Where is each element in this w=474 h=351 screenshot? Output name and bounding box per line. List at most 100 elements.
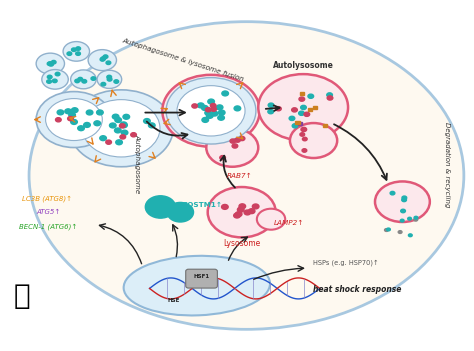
Circle shape	[123, 114, 129, 119]
Circle shape	[198, 103, 204, 108]
Circle shape	[72, 108, 78, 113]
Circle shape	[207, 113, 213, 118]
Circle shape	[55, 72, 60, 76]
Circle shape	[211, 107, 217, 111]
Circle shape	[120, 135, 126, 139]
Circle shape	[101, 57, 106, 60]
Circle shape	[115, 128, 121, 133]
Circle shape	[57, 110, 64, 115]
Circle shape	[97, 110, 103, 115]
Circle shape	[218, 115, 224, 120]
Circle shape	[221, 205, 228, 209]
Circle shape	[257, 209, 285, 230]
Text: Lysosome: Lysosome	[223, 239, 260, 248]
Circle shape	[100, 58, 105, 61]
Circle shape	[230, 139, 236, 143]
Bar	[323, 124, 328, 127]
Circle shape	[201, 106, 208, 111]
Circle shape	[72, 48, 76, 52]
Circle shape	[268, 110, 273, 114]
Ellipse shape	[124, 256, 270, 316]
Circle shape	[398, 231, 402, 233]
Circle shape	[401, 209, 405, 213]
Circle shape	[375, 181, 430, 222]
Circle shape	[36, 92, 112, 147]
Circle shape	[235, 138, 240, 142]
Circle shape	[206, 128, 258, 167]
Ellipse shape	[29, 22, 464, 329]
Circle shape	[216, 105, 223, 110]
Circle shape	[109, 123, 116, 128]
Text: ATG5↑: ATG5↑	[36, 209, 60, 215]
Circle shape	[69, 90, 173, 167]
Circle shape	[107, 75, 111, 79]
Circle shape	[409, 234, 412, 237]
Circle shape	[131, 133, 137, 137]
Circle shape	[205, 108, 211, 112]
Circle shape	[116, 140, 122, 145]
Circle shape	[300, 133, 305, 136]
Circle shape	[414, 216, 418, 219]
Circle shape	[202, 118, 209, 122]
Circle shape	[42, 69, 68, 89]
Text: Autophagosome & lysosome fusion: Autophagosome & lysosome fusion	[121, 38, 244, 83]
Circle shape	[65, 109, 72, 114]
Text: LC3B (ATG8)↑: LC3B (ATG8)↑	[22, 195, 72, 201]
Circle shape	[114, 80, 118, 83]
Circle shape	[88, 49, 117, 71]
Circle shape	[275, 107, 281, 111]
Circle shape	[220, 155, 226, 160]
Circle shape	[78, 77, 82, 81]
Bar	[295, 120, 300, 124]
Circle shape	[205, 111, 211, 115]
Circle shape	[289, 116, 295, 120]
Text: SQSTM1↑: SQSTM1↑	[182, 202, 223, 208]
Circle shape	[36, 53, 64, 74]
Text: BECN-1 (ATG6)↑: BECN-1 (ATG6)↑	[18, 223, 77, 230]
Circle shape	[299, 111, 304, 115]
Circle shape	[384, 229, 388, 231]
Circle shape	[192, 104, 198, 108]
Circle shape	[107, 78, 112, 81]
Circle shape	[82, 80, 87, 83]
Circle shape	[69, 112, 75, 117]
Circle shape	[402, 196, 407, 200]
Circle shape	[49, 62, 54, 66]
Circle shape	[47, 80, 52, 83]
Bar	[313, 106, 317, 109]
Circle shape	[121, 130, 128, 135]
Circle shape	[91, 77, 96, 80]
Circle shape	[112, 114, 119, 119]
Circle shape	[304, 112, 310, 117]
Circle shape	[100, 136, 106, 141]
Circle shape	[402, 198, 407, 201]
Circle shape	[210, 104, 216, 108]
Circle shape	[71, 70, 96, 89]
Circle shape	[302, 149, 307, 152]
Bar	[300, 92, 304, 95]
Circle shape	[78, 126, 84, 131]
Circle shape	[239, 137, 245, 141]
Text: heat shock response: heat shock response	[313, 285, 401, 294]
FancyArrowPatch shape	[261, 216, 273, 219]
Circle shape	[302, 137, 307, 141]
Circle shape	[177, 86, 245, 136]
Circle shape	[101, 82, 106, 86]
Circle shape	[119, 124, 125, 128]
Circle shape	[268, 103, 274, 107]
Text: HSF1: HSF1	[193, 274, 210, 279]
Circle shape	[308, 94, 314, 98]
Circle shape	[222, 91, 228, 96]
Circle shape	[86, 110, 93, 115]
Circle shape	[292, 124, 298, 128]
Circle shape	[299, 97, 305, 101]
Circle shape	[234, 106, 241, 111]
Circle shape	[237, 207, 244, 212]
Circle shape	[236, 212, 242, 217]
Circle shape	[244, 210, 251, 215]
Circle shape	[71, 119, 77, 124]
Circle shape	[327, 96, 333, 100]
Circle shape	[103, 55, 108, 58]
Circle shape	[232, 144, 238, 148]
Circle shape	[401, 219, 404, 222]
